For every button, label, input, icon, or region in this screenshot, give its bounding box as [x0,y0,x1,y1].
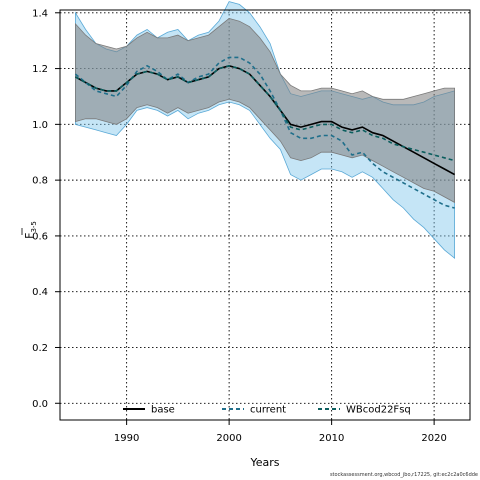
series-line-wbcod22fsq [75,64,455,162]
y-tick-label: 1.4 [32,8,48,19]
x-tick-label: 2020 [421,433,446,444]
series-lines [74,56,455,209]
y-axis-title-main: F [23,233,36,239]
x-axis: 1990 2000 2010 2020 [114,420,447,444]
svg-text:F3-5: F3-5 [23,221,38,239]
y-axis-title: F3-5 [21,221,38,239]
x-tick-label: 2010 [319,433,344,444]
y-tick-label: 0.2 [32,343,48,354]
x-tick-label: 2000 [216,433,241,444]
plot-frame [59,9,471,421]
y-tick-label: 1.2 [32,64,48,75]
y-tick-label: 0.8 [32,176,48,187]
y-axis-title-subscript: 3-5 [30,221,38,232]
y-tick-label: 0.6 [32,231,48,242]
y-axis: 0.0 0.2 0.4 0.6 0.8 1.0 1.2 1.4 [32,8,60,410]
confidence-bands [75,1,455,260]
x-tick-label: 1990 [114,433,139,444]
y-tick-label: 0.4 [32,287,48,298]
legend: base current WBcod22Fsq [123,405,411,416]
y-tick-label: 0.0 [32,399,48,410]
legend-label-wbcod22fsq: WBcod22Fsq [346,405,411,416]
confidence-band-2 [75,17,455,204]
y-tick-label: 1.0 [32,120,48,131]
legend-label-base: base [151,405,175,416]
series-line-current [74,56,455,209]
credit-text: stockassessment.org,wbcod_jbo,r17225, gi… [330,472,478,478]
x-axis-title: Years [249,456,279,469]
gridlines [60,10,470,420]
legend-label-current: current [250,405,286,416]
